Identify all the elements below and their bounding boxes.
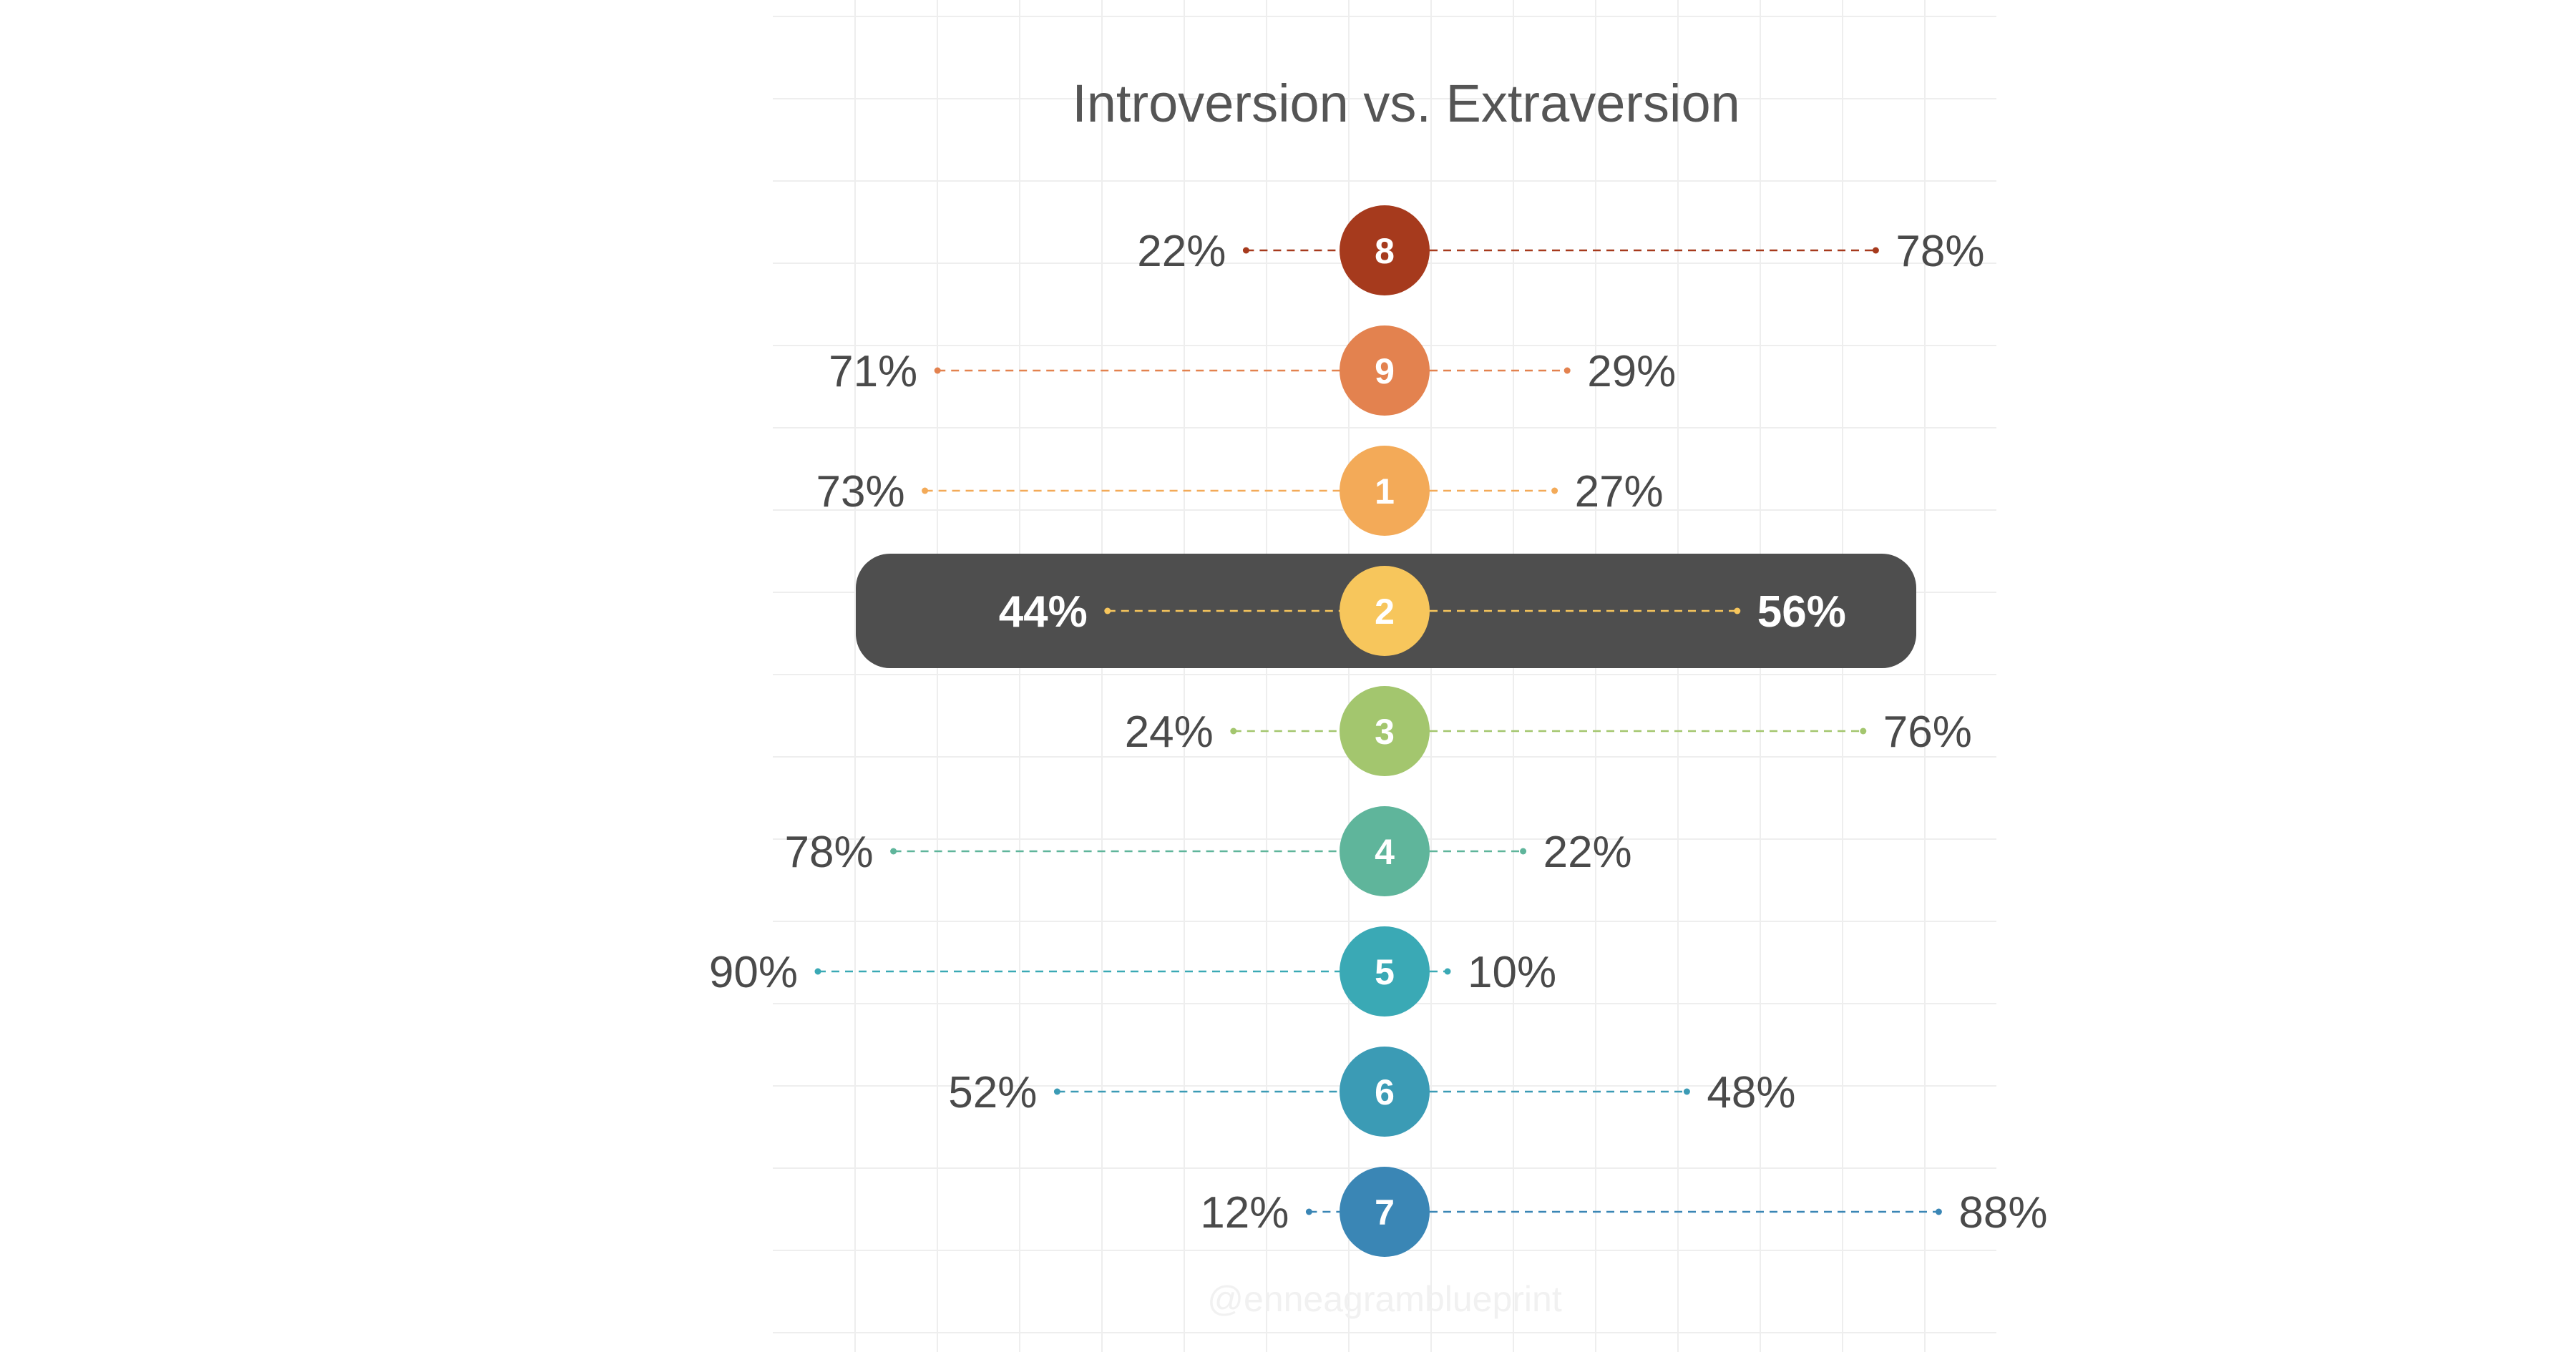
type-number: 3 — [1375, 712, 1395, 752]
extraversion-label: 10% — [1468, 948, 1556, 997]
introversion-point — [1305, 1208, 1312, 1215]
type-circle — [1340, 806, 1430, 896]
extraversion-label: 78% — [1896, 227, 1984, 276]
extraversion-label: 27% — [1575, 467, 1664, 516]
type-circle — [1340, 446, 1430, 536]
extraversion-label: 88% — [1958, 1188, 2047, 1238]
extraversion-label: 22% — [1543, 828, 1632, 877]
introversion-label: 78% — [785, 828, 874, 877]
watermark: @enneagramblueprint — [1207, 1279, 1562, 1319]
type-number: 8 — [1375, 231, 1395, 271]
type-number: 5 — [1375, 952, 1395, 992]
introversion-label: 44% — [999, 587, 1088, 637]
type-circle — [1340, 1047, 1430, 1137]
extraversion-point — [1872, 247, 1879, 254]
type-circle — [1340, 926, 1430, 1017]
type-number: 6 — [1375, 1072, 1395, 1112]
type-number: 4 — [1375, 832, 1395, 872]
introversion-label: 90% — [709, 948, 798, 997]
rows-layer: 22% 78%871% 29%973% 27%144% 56%224% 76%378% 22… — [709, 205, 2047, 1257]
type-circle — [1340, 325, 1430, 416]
row-type-2: 44% 56% 2 — [999, 566, 1846, 656]
grid — [773, 0, 1996, 1352]
type-number: 7 — [1375, 1192, 1395, 1233]
introversion-label: 24% — [1125, 707, 1214, 757]
extraversion-point — [1734, 607, 1741, 614]
introversion-label: 52% — [948, 1068, 1037, 1117]
type-number: 2 — [1375, 592, 1395, 632]
introversion-label: 73% — [816, 467, 905, 516]
type-circle — [1340, 1167, 1430, 1257]
row-type-1: 73% 27% 1 — [816, 446, 1664, 536]
type-number: 9 — [1375, 351, 1395, 391]
extraversion-point — [1683, 1088, 1690, 1095]
extraversion-label: 29% — [1587, 347, 1676, 396]
extraversion-point — [1563, 367, 1571, 374]
introversion-label: 12% — [1200, 1188, 1289, 1238]
introversion-point — [1230, 728, 1237, 735]
row-type-3: 24% 76% 3 — [1125, 686, 1972, 776]
extraversion-point — [1935, 1208, 1942, 1215]
introversion-point — [934, 367, 941, 374]
introversion-point — [922, 487, 929, 494]
row-type-9: 71% 29% 9 — [829, 325, 1676, 416]
extraversion-label: 48% — [1707, 1068, 1795, 1117]
type-circle — [1340, 686, 1430, 776]
row-type-8: 22% 78% 8 — [1137, 205, 1984, 295]
extraversion-point — [1551, 487, 1558, 494]
extraversion-point — [1520, 848, 1527, 855]
type-number: 1 — [1375, 471, 1395, 511]
introversion-point — [1104, 607, 1111, 614]
introversion-point — [1053, 1088, 1060, 1095]
extraversion-label: 56% — [1757, 587, 1846, 637]
introversion-point — [814, 968, 821, 975]
extraversion-point — [1860, 728, 1867, 735]
row-type-5: 90% 10% 5 — [709, 926, 1556, 1017]
introversion-label: 22% — [1137, 227, 1226, 276]
row-type-4: 78% 22% 4 — [785, 806, 1632, 896]
introversion-point — [890, 848, 897, 855]
type-circle — [1340, 566, 1430, 656]
introversion-point — [1242, 247, 1249, 254]
extraversion-label: 76% — [1883, 707, 1972, 757]
row-type-7: 12% 88% 7 — [1200, 1167, 2047, 1257]
introversion-label: 71% — [829, 347, 917, 396]
type-circle — [1340, 205, 1430, 295]
extraversion-point — [1444, 968, 1451, 975]
row-type-6: 52% 48% 6 — [948, 1047, 1795, 1137]
chart-title: Introversion vs. Extraversion — [1072, 74, 1740, 133]
